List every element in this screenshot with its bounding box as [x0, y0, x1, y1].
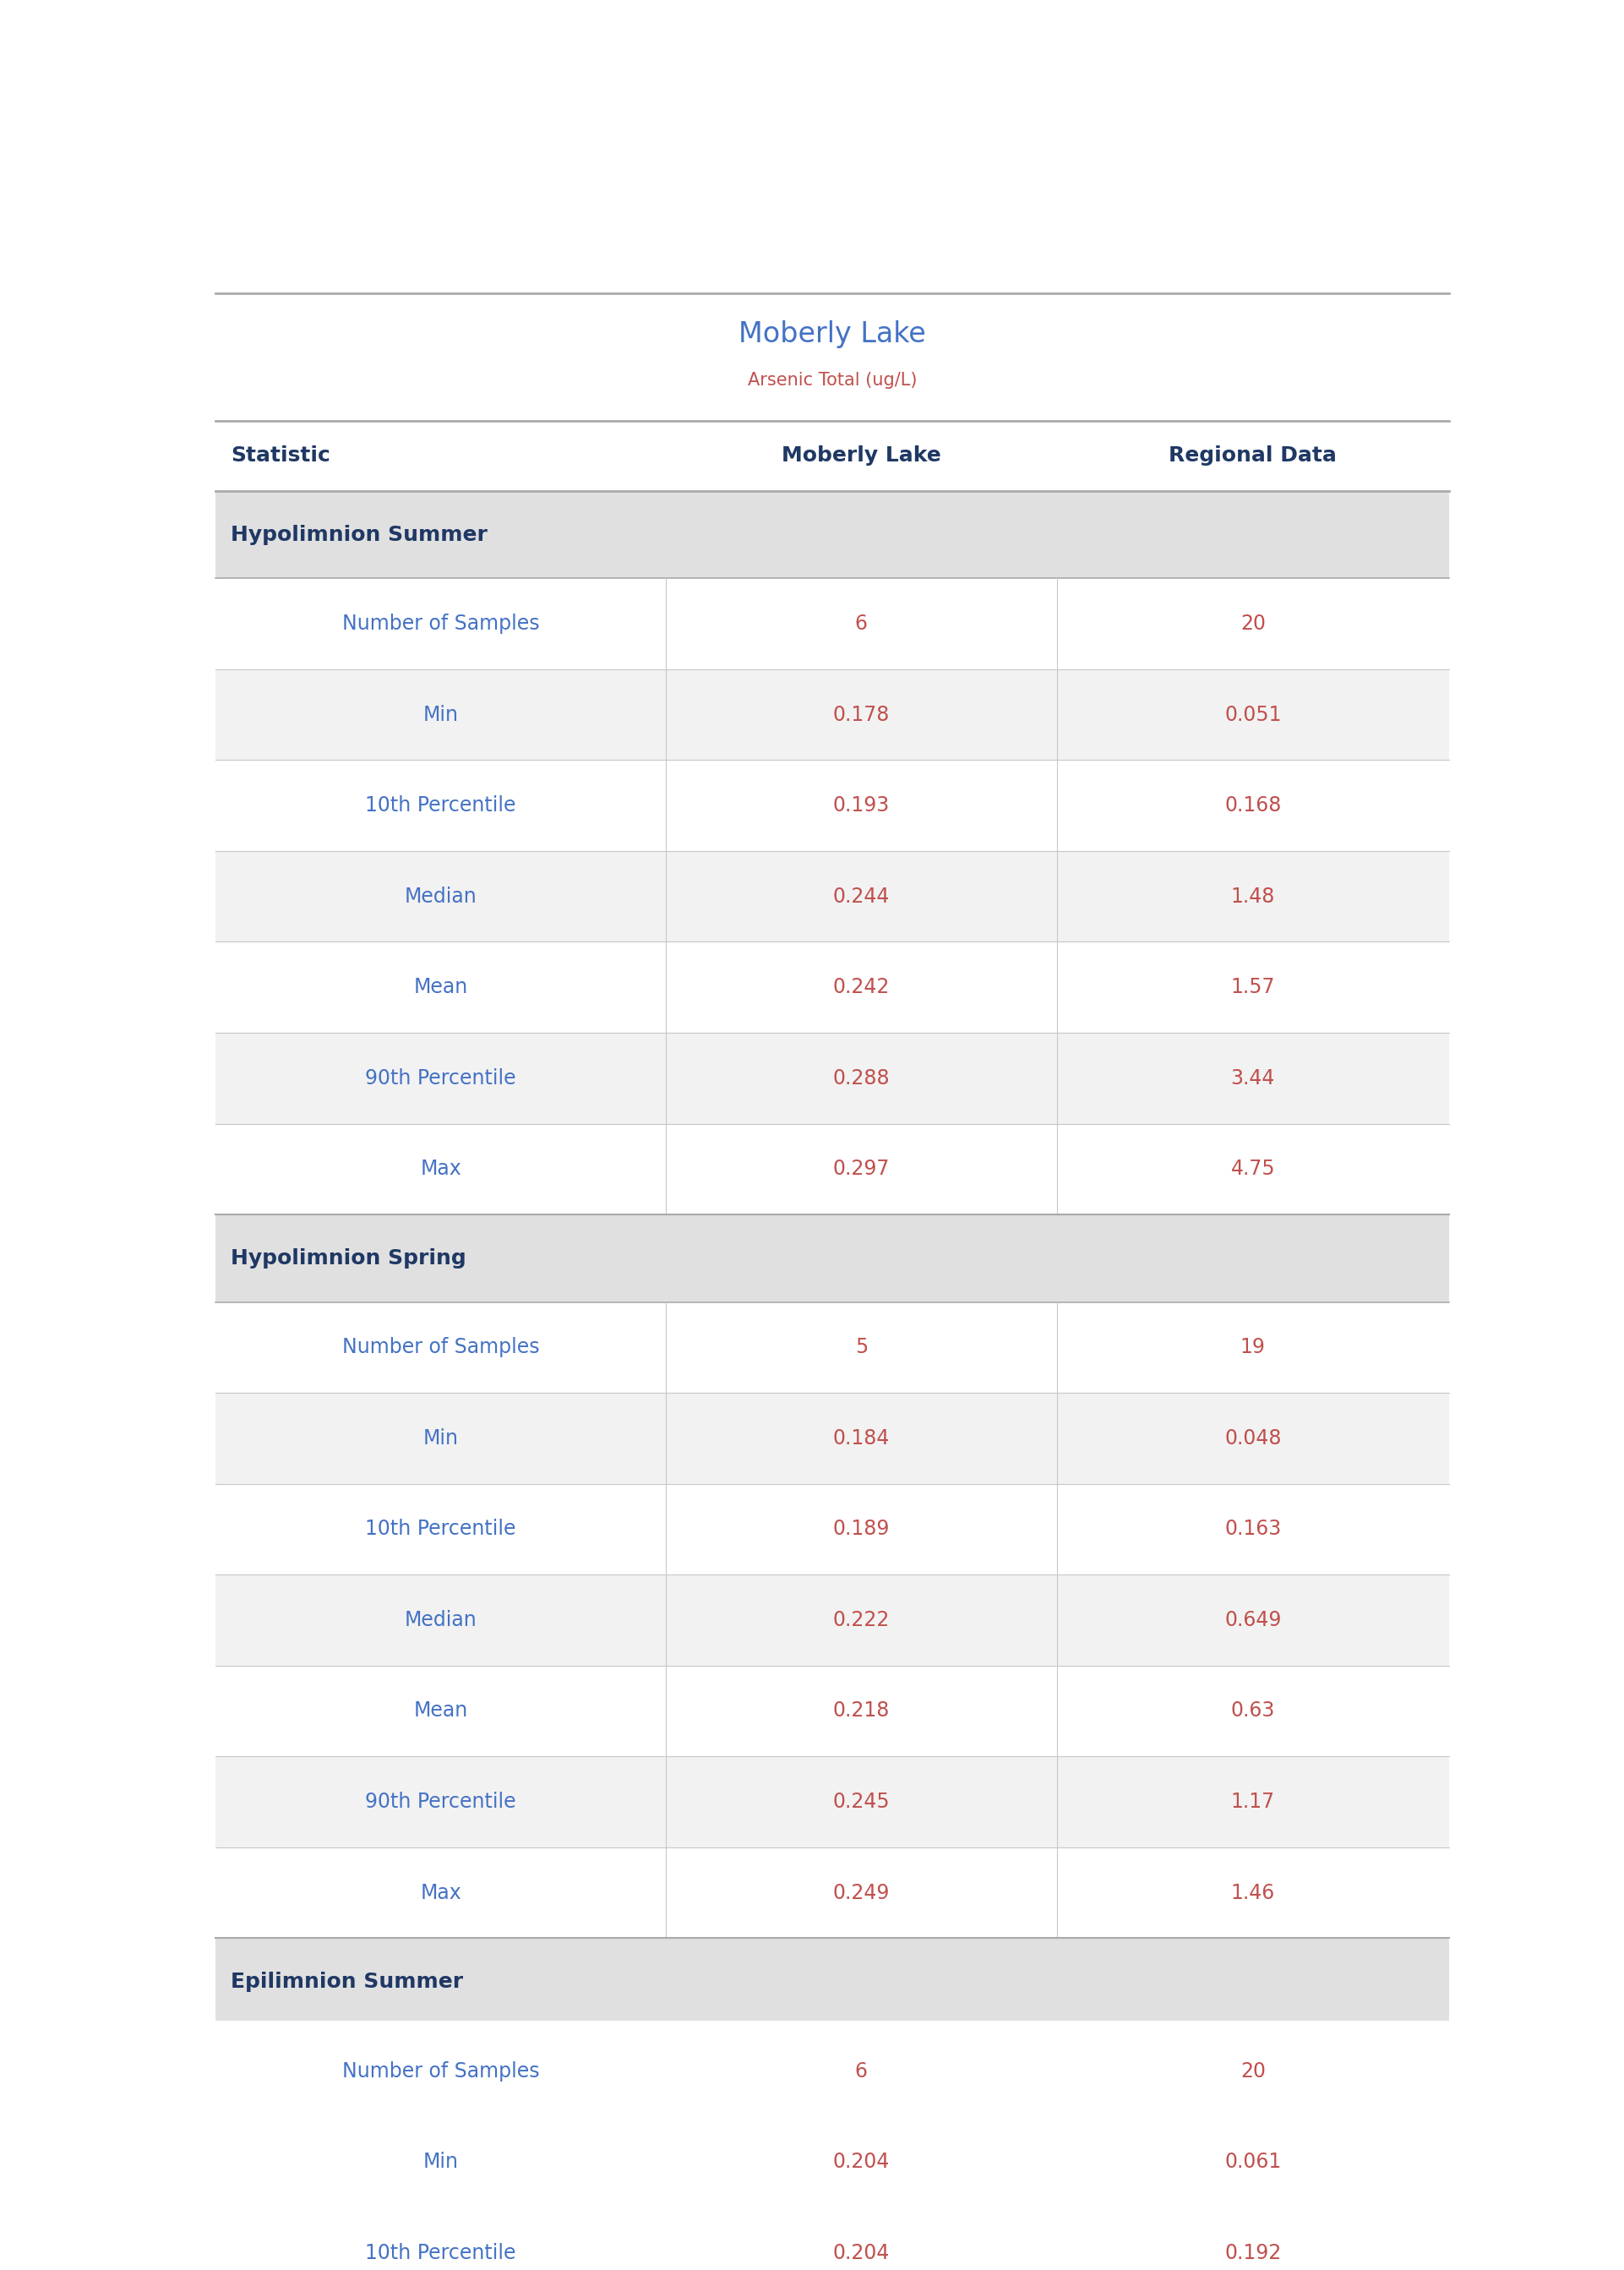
Text: 0.249: 0.249 — [833, 1882, 890, 1902]
Text: 0.218: 0.218 — [833, 1700, 890, 1721]
Text: Number of Samples: Number of Samples — [343, 1337, 539, 1357]
Text: Moberly Lake: Moberly Lake — [781, 445, 940, 465]
Text: 4.75: 4.75 — [1231, 1160, 1275, 1178]
Text: 0.168: 0.168 — [1224, 794, 1281, 815]
Bar — [216, 851, 1449, 942]
Text: 10th Percentile: 10th Percentile — [365, 2243, 516, 2263]
Text: Epilimnion Summer: Epilimnion Summer — [231, 1973, 463, 1993]
Text: 0.245: 0.245 — [833, 1791, 890, 1811]
Text: 0.649: 0.649 — [1224, 1609, 1281, 1630]
Bar — [216, 420, 1449, 490]
Text: 0.189: 0.189 — [833, 1519, 890, 1539]
Bar — [216, 1394, 1449, 1485]
Text: 0.178: 0.178 — [833, 704, 890, 724]
Text: Median: Median — [404, 885, 477, 906]
Text: Moberly Lake: Moberly Lake — [739, 320, 926, 347]
Text: Min: Min — [422, 704, 458, 724]
Text: 10th Percentile: 10th Percentile — [365, 1519, 516, 1539]
Text: 0.192: 0.192 — [1224, 2243, 1281, 2263]
Text: 20: 20 — [1241, 2061, 1265, 2082]
Text: 90th Percentile: 90th Percentile — [365, 1791, 516, 1811]
Bar — [216, 1757, 1449, 1848]
Text: Max: Max — [421, 1160, 461, 1178]
Text: Median: Median — [404, 1609, 477, 1630]
Text: Hypolimnion Summer: Hypolimnion Summer — [231, 524, 487, 545]
Text: 6: 6 — [854, 613, 867, 633]
Text: 0.051: 0.051 — [1224, 704, 1281, 724]
Text: Min: Min — [422, 1428, 458, 1448]
Bar — [216, 1848, 1449, 1939]
Text: 1.48: 1.48 — [1231, 885, 1275, 906]
Text: 1.57: 1.57 — [1231, 976, 1275, 997]
Bar — [216, 1939, 1449, 2025]
Text: Hypolimnion Spring: Hypolimnion Spring — [231, 1249, 466, 1269]
Text: 0.222: 0.222 — [833, 1609, 890, 1630]
Text: Arsenic Total (ug/L): Arsenic Total (ug/L) — [747, 372, 918, 388]
Text: 6: 6 — [854, 2061, 867, 2082]
Text: 0.061: 0.061 — [1224, 2152, 1281, 2172]
Text: 20: 20 — [1241, 613, 1265, 633]
Bar — [216, 1666, 1449, 1757]
Text: 0.163: 0.163 — [1224, 1519, 1281, 1539]
Text: 0.242: 0.242 — [833, 976, 890, 997]
Text: 0.63: 0.63 — [1231, 1700, 1275, 1721]
Text: 90th Percentile: 90th Percentile — [365, 1069, 516, 1087]
Text: 0.204: 0.204 — [833, 2243, 890, 2263]
Bar — [216, 1575, 1449, 1666]
Text: Mean: Mean — [414, 1700, 468, 1721]
Text: 1.46: 1.46 — [1231, 1882, 1275, 1902]
Bar — [216, 2206, 1449, 2270]
Bar — [216, 1485, 1449, 1575]
Text: Regional Data: Regional Data — [1169, 445, 1337, 465]
Text: 5: 5 — [854, 1337, 867, 1357]
Text: 0.288: 0.288 — [833, 1069, 890, 1087]
Text: 19: 19 — [1241, 1337, 1265, 1357]
Bar — [216, 579, 1449, 670]
Text: 10th Percentile: 10th Percentile — [365, 794, 516, 815]
Bar — [216, 1214, 1449, 1303]
Text: Number of Samples: Number of Samples — [343, 613, 539, 633]
Bar — [216, 942, 1449, 1033]
Text: Statistic: Statistic — [231, 445, 330, 465]
Bar — [216, 1124, 1449, 1214]
Text: 0.048: 0.048 — [1224, 1428, 1281, 1448]
Bar — [216, 1303, 1449, 1394]
Bar — [216, 670, 1449, 760]
Text: Mean: Mean — [414, 976, 468, 997]
Text: Min: Min — [422, 2152, 458, 2172]
Text: 0.193: 0.193 — [833, 794, 890, 815]
Bar — [216, 1033, 1449, 1124]
Text: Max: Max — [421, 1882, 461, 1902]
Bar — [216, 2025, 1449, 2116]
Bar — [216, 760, 1449, 851]
Text: Number of Samples: Number of Samples — [343, 2061, 539, 2082]
Bar — [216, 2116, 1449, 2206]
Text: 0.184: 0.184 — [833, 1428, 890, 1448]
Bar — [216, 490, 1449, 579]
Text: 0.204: 0.204 — [833, 2152, 890, 2172]
Bar — [216, 293, 1449, 420]
Text: 1.17: 1.17 — [1231, 1791, 1275, 1811]
Text: 0.297: 0.297 — [833, 1160, 890, 1178]
Text: 3.44: 3.44 — [1231, 1069, 1275, 1087]
Text: 0.244: 0.244 — [833, 885, 890, 906]
